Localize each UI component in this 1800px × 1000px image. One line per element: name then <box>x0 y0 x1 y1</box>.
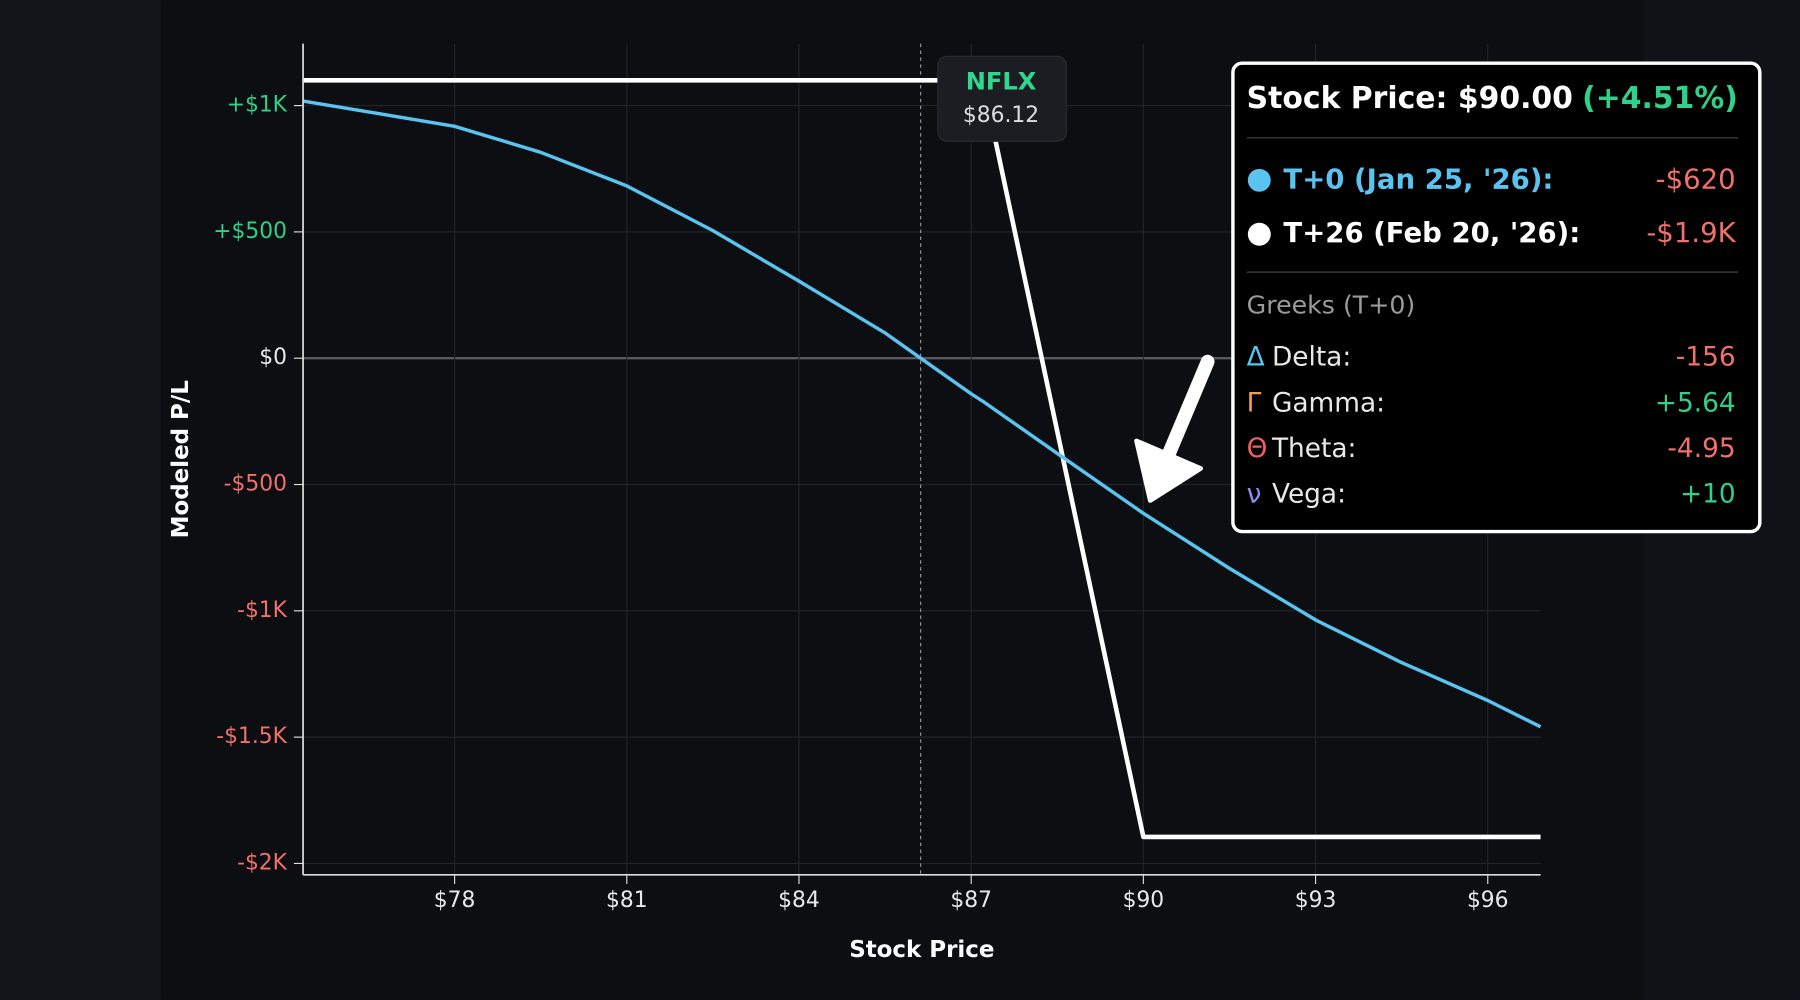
legend-dot <box>1247 168 1271 192</box>
tooltip-series-label: T+0 (Jan 25, '26): <box>1283 163 1553 195</box>
series-line <box>302 99 1542 729</box>
tooltip-series-value: -$1.9K <box>1646 217 1736 249</box>
annotation-arrow <box>1134 354 1215 503</box>
y-tick-label: -$1.5K <box>216 724 287 749</box>
badge-price: $86.12 <box>963 103 1039 128</box>
greek-value: +10 <box>1680 478 1736 509</box>
tooltip: Stock Price: $90.00 (+4.51%) Greeks (T+0)… <box>1231 61 1762 534</box>
legend-dot <box>1247 222 1271 246</box>
x-tick-label: $81 <box>606 888 648 913</box>
y-tick-label: $0 <box>259 345 287 370</box>
x-tick-label: $87 <box>950 888 992 913</box>
greeks-title: Greeks (T+0) <box>1247 291 1416 320</box>
tooltip-series-label: T+26 (Feb 20, '26): <box>1283 217 1580 249</box>
tooltip-change: (+4.51%) <box>1582 80 1738 115</box>
greek-label: Vega: <box>1272 478 1346 509</box>
greek-symbol: ν <box>1247 478 1262 509</box>
y-tick-label: -$1K <box>237 598 288 623</box>
greek-label: Theta: <box>1271 433 1356 464</box>
badge-box <box>937 55 1068 142</box>
greek-label: Gamma: <box>1272 387 1385 418</box>
y-tick-label: +$500 <box>213 219 287 244</box>
tooltip-price: Stock Price: $90.00 <box>1247 80 1573 115</box>
x-tick-label: $96 <box>1467 888 1509 913</box>
greek-symbol: Δ <box>1247 342 1265 373</box>
y-tick-label: -$500 <box>224 472 287 497</box>
y-tick-label: -$2K <box>237 850 288 875</box>
y-tick-label: +$1K <box>227 93 288 118</box>
x-tick-label: $84 <box>778 888 820 913</box>
arrow-head <box>1134 438 1204 503</box>
tooltip-title: Stock Price: $90.00 (+4.51%) <box>1247 80 1738 115</box>
badge-ticker: NFLX <box>966 68 1037 96</box>
x-tick-label: $78 <box>434 888 476 913</box>
x-axis-title: Stock Price <box>849 937 994 963</box>
side-panel <box>0 0 161 1000</box>
greek-symbol: Θ <box>1247 433 1268 464</box>
y-axis-title: Modeled P/L <box>168 380 194 538</box>
tooltip-series-value: -$620 <box>1656 163 1736 195</box>
x-tick-label: $90 <box>1123 888 1165 913</box>
price-badge: NFLX $86.12 <box>937 55 1068 142</box>
x-tick-label: $93 <box>1295 888 1337 913</box>
greek-symbol: Γ <box>1247 387 1262 418</box>
tooltip-box <box>1231 61 1762 534</box>
greek-value: -4.95 <box>1667 433 1735 464</box>
greek-value: +5.64 <box>1655 387 1736 418</box>
greek-label: Delta: <box>1272 342 1351 373</box>
greek-value: -156 <box>1676 342 1736 373</box>
